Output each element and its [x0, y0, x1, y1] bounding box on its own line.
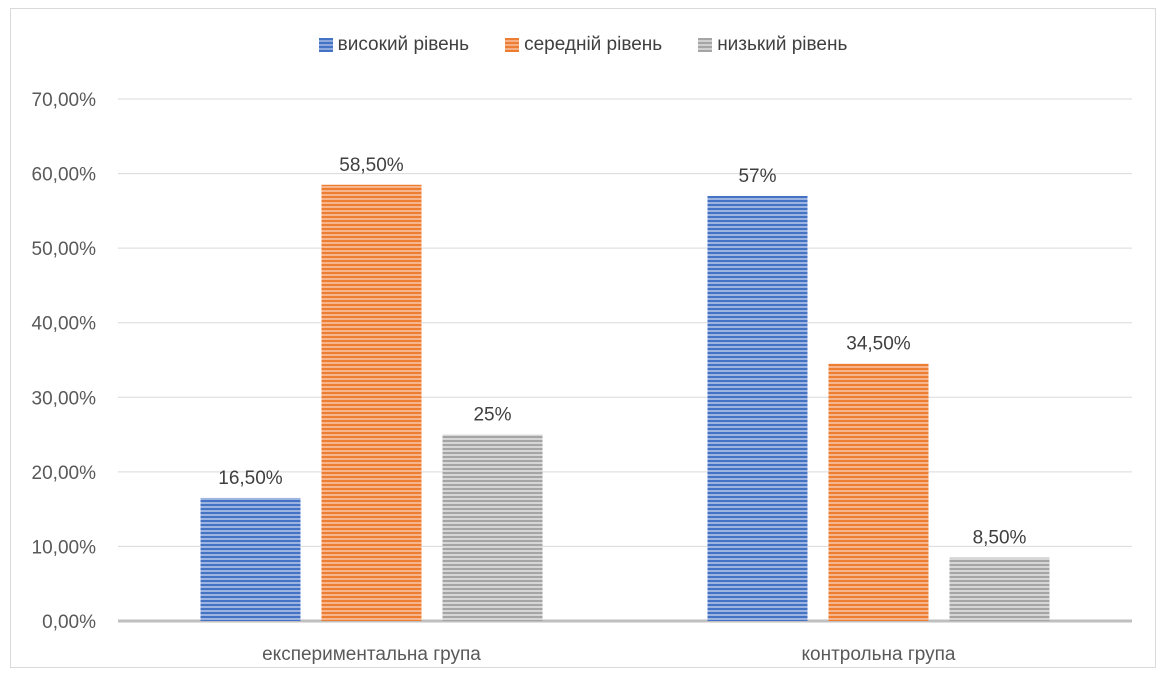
y-tick-label: 50,00%: [32, 239, 97, 260]
bar-medium: [828, 363, 929, 621]
bar-low: [949, 557, 1050, 621]
data-label: 34,50%: [846, 334, 911, 355]
category-label: експериментальна група: [262, 644, 481, 665]
legend-label-high: високий рівень: [337, 34, 470, 55]
y-tick-label: 20,00%: [32, 463, 97, 484]
data-label: 16,50%: [218, 468, 283, 489]
data-label: 25%: [473, 405, 511, 426]
y-tick-label: 0,00%: [42, 612, 96, 633]
legend-item-low: низький рівень: [698, 34, 847, 56]
y-tick-label: 40,00%: [32, 314, 97, 335]
legend-swatch-low: [698, 38, 713, 52]
y-tick-label: 70,00%: [32, 90, 97, 111]
bar-high: [707, 195, 808, 621]
legend-item-high: високий рівень: [318, 34, 470, 56]
legend-swatch-high: [318, 38, 333, 52]
legend-label-low: низький рівень: [717, 34, 848, 55]
y-tick-label: 10,00%: [32, 537, 97, 558]
data-label: 8,50%: [973, 528, 1027, 549]
data-label: 57%: [738, 166, 776, 187]
legend-label-medium: середній рівень: [524, 34, 663, 55]
bar-high: [200, 497, 301, 621]
legend: високий рівень середній рівень низький р…: [0, 34, 1166, 56]
data-label: 58,50%: [339, 155, 404, 176]
legend-swatch-medium: [505, 38, 520, 52]
y-tick-label: 30,00%: [32, 388, 97, 409]
bar-medium: [321, 184, 422, 621]
bar-low: [442, 434, 543, 621]
legend-item-medium: середній рівень: [505, 34, 662, 56]
category-label: контрольна група: [802, 644, 956, 665]
y-tick-label: 60,00%: [32, 165, 97, 186]
